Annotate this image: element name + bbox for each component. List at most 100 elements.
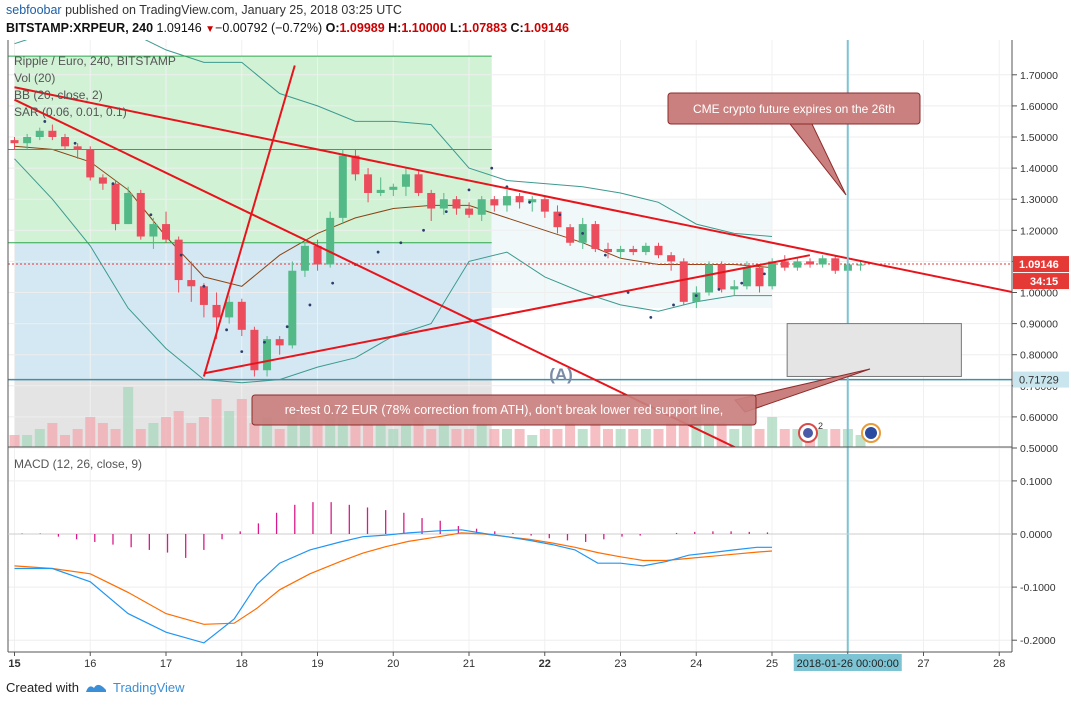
time-tick-label: 17 xyxy=(160,658,172,670)
time-tick-label: 27 xyxy=(917,658,929,670)
target-box[interactable] xyxy=(786,323,962,377)
axes: 1.70000 1.60000 1.50000 1.40000 1.30000 1.200… xyxy=(7,40,1069,671)
level-price-tag xyxy=(1013,371,1069,388)
sar-dot xyxy=(263,340,266,344)
volume-bar xyxy=(426,429,437,447)
low-label: L: xyxy=(450,21,462,35)
candle-body xyxy=(61,137,70,147)
sar-dot xyxy=(763,272,766,276)
sar-dot xyxy=(490,166,494,170)
volume-bar xyxy=(628,429,639,447)
sar-dot xyxy=(399,241,403,245)
volume-bar xyxy=(186,423,197,447)
candle-body xyxy=(98,177,107,184)
volume-bar xyxy=(590,423,601,447)
trend-line[interactable] xyxy=(203,254,811,375)
price-tick-label: 1.00000 xyxy=(1020,288,1058,300)
zone-light xyxy=(491,199,772,309)
legend-bb: BB (20, close, 2) xyxy=(14,88,103,102)
candle-body xyxy=(401,174,410,187)
candle-body xyxy=(528,199,537,203)
volume-bar xyxy=(350,417,361,447)
price-tick-label: 1.20000 xyxy=(1020,225,1058,237)
price-tick-label: 0.60000 xyxy=(1020,412,1058,424)
candle-body xyxy=(515,196,524,203)
sar-dot xyxy=(331,281,335,285)
candle-body xyxy=(414,174,423,193)
volume-bar xyxy=(97,423,108,447)
candle-body xyxy=(162,224,171,240)
candle-body xyxy=(199,286,208,305)
trend-line[interactable] xyxy=(14,86,1071,305)
candle-body xyxy=(603,248,612,253)
volume-bar xyxy=(198,417,209,447)
sar-dot xyxy=(581,232,585,235)
time-tick-label: 15 xyxy=(8,658,20,670)
retest-callout-box[interactable] xyxy=(251,394,757,426)
candle-body xyxy=(389,186,398,190)
candle-body xyxy=(831,258,840,271)
symbol-name: BITSTAMP:XRPEUR, 240 xyxy=(6,21,154,35)
volume-bar xyxy=(464,429,475,447)
candle-body xyxy=(641,245,650,253)
candle-body xyxy=(187,280,196,287)
annotations[interactable]: CME crypto future expires on the 26th re-… xyxy=(251,40,962,652)
volume-bar xyxy=(501,429,512,447)
sar-dot xyxy=(376,250,380,254)
legend-sar: SAR (0.06, 0.01, 0.1) xyxy=(14,105,127,119)
candle-body xyxy=(705,264,714,293)
volume-bar xyxy=(274,429,285,447)
candle-body xyxy=(48,130,57,137)
sar-dot xyxy=(225,328,229,332)
volume-bar xyxy=(413,417,424,447)
candle-body xyxy=(717,264,726,290)
volume-bar xyxy=(249,423,260,447)
volume-bars xyxy=(9,387,866,447)
sar-dot xyxy=(694,294,698,298)
candle-body xyxy=(654,245,663,256)
volume-bar xyxy=(741,423,752,447)
volume-bar xyxy=(224,411,235,447)
close-label: C: xyxy=(510,21,524,35)
macd-tick-label: -0.2000 xyxy=(1020,635,1056,647)
volume-bar xyxy=(716,423,727,447)
volume-bar xyxy=(262,417,273,447)
candle-body xyxy=(616,248,625,253)
candle-body xyxy=(465,208,474,215)
created-with-label: Created with xyxy=(6,680,79,695)
volume-bar xyxy=(489,429,500,447)
candle-body xyxy=(35,130,44,137)
volume-bar xyxy=(817,429,828,447)
countdown-label: 34:15 xyxy=(1030,276,1058,288)
sar-dot xyxy=(179,253,183,257)
candle-body xyxy=(780,261,789,268)
volume-bar xyxy=(855,435,866,447)
macd-tick-label: 0.1000 xyxy=(1020,476,1052,488)
candle-body xyxy=(629,248,638,253)
wave-label-a: (A) xyxy=(549,365,573,384)
tradingview-brand[interactable]: TradingView xyxy=(112,680,185,695)
volume-bar xyxy=(22,435,33,447)
price-tick-label: 1.30000 xyxy=(1020,194,1058,206)
cme-callout-box[interactable] xyxy=(667,92,921,125)
volume-bar xyxy=(539,429,550,447)
candle-body xyxy=(225,301,234,318)
sar-dot xyxy=(649,315,653,319)
candle-body xyxy=(793,261,802,268)
current-price-label: 1.09146 xyxy=(1019,259,1059,271)
sar-dot xyxy=(111,182,115,186)
price-tick-label: 0.90000 xyxy=(1020,319,1058,331)
sar-dot xyxy=(467,188,471,192)
candle-body xyxy=(553,211,562,228)
candle-body xyxy=(742,267,751,287)
author-name[interactable]: sebfoobar xyxy=(6,3,62,17)
candle-body xyxy=(768,261,777,287)
time-cursor-label: 2018-01-26 00:00:00 xyxy=(797,658,899,670)
trend-line[interactable] xyxy=(202,65,296,377)
price-tick-label: 1.40000 xyxy=(1020,163,1058,175)
candle-body xyxy=(692,292,701,302)
close-value: 1.09146 xyxy=(523,21,569,35)
sar-dot xyxy=(626,291,630,294)
volume-bar xyxy=(400,423,411,447)
